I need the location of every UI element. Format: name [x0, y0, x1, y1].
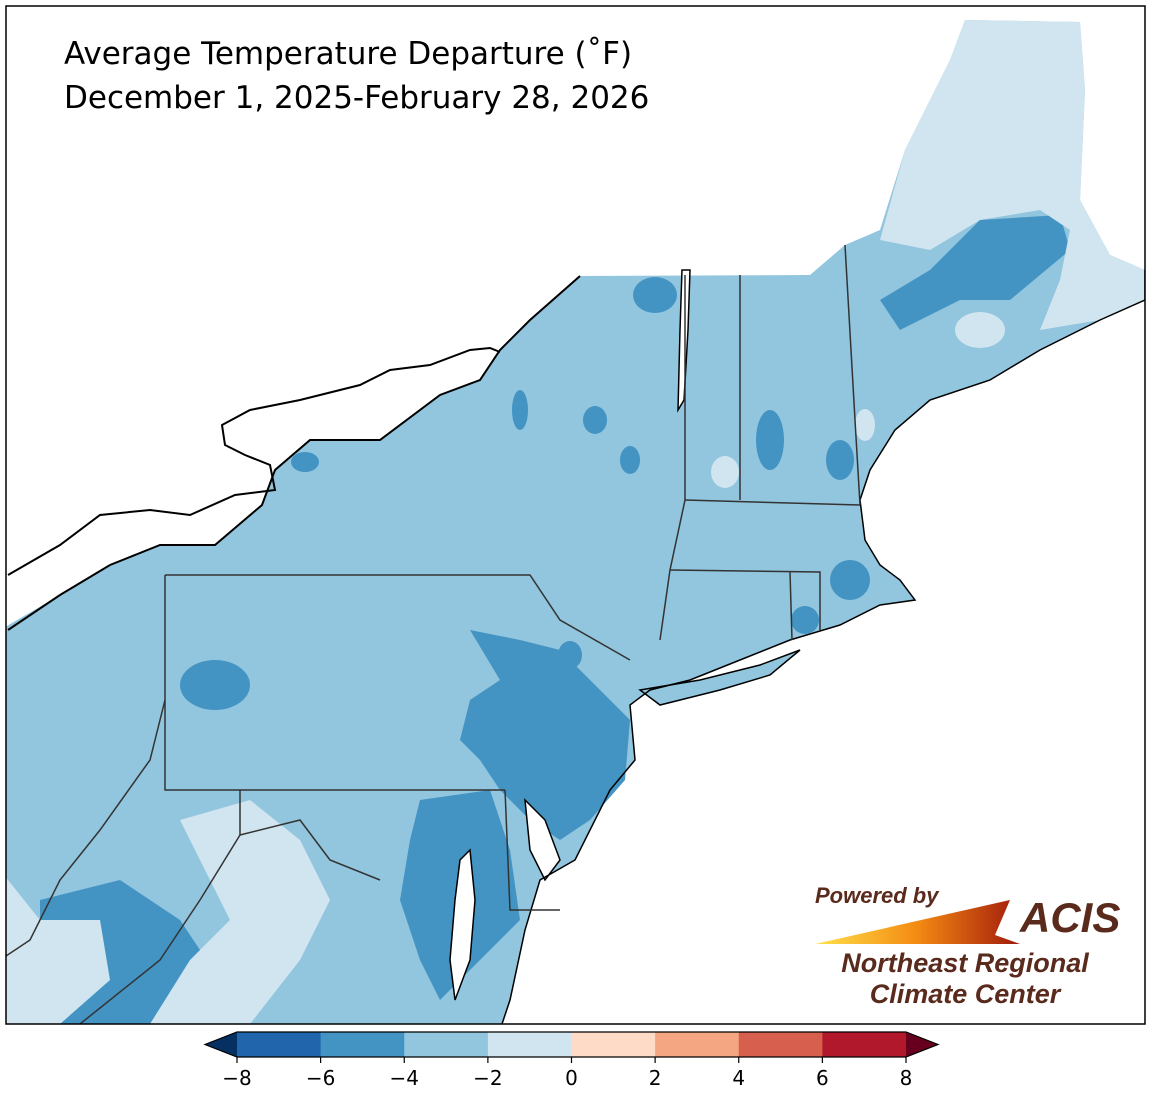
colorbar-swatch	[655, 1032, 740, 1057]
logo-org-line: Northeast Regional	[841, 948, 1089, 978]
great-lakes-shore	[7, 346, 501, 576]
colorbar-tick-label: −4	[390, 1066, 419, 1090]
colorbar-swatch	[738, 1032, 823, 1057]
cold-regions	[40, 215, 1070, 1024]
logo-powered-by: Powered by	[815, 883, 940, 908]
land	[6, 20, 1145, 1024]
logo-org-line: Climate Center	[870, 979, 1062, 1009]
colorbar-over	[906, 1032, 938, 1057]
colorbar-swatch	[822, 1032, 907, 1057]
colorbar-tick-label: 0	[565, 1066, 578, 1090]
colorbar-swatch	[237, 1032, 322, 1057]
map-area	[6, 20, 1145, 1024]
colorbar-tick-label: −2	[473, 1066, 502, 1090]
coastline	[501, 270, 1145, 1024]
colorbar: −8 −6 −4 −2 0 2 4 6 8	[203, 1031, 940, 1090]
colorbar-swatch	[404, 1032, 489, 1057]
colorbar-under	[205, 1032, 237, 1057]
logo-acis: ACIS	[1019, 894, 1120, 941]
colorbar-tick-label: 8	[900, 1066, 913, 1090]
chesapeake-bay	[449, 848, 476, 1001]
colorbar-tick-label: 4	[732, 1066, 745, 1090]
mild-regions	[6, 20, 1145, 1024]
colorbar-swatch	[571, 1032, 656, 1057]
colorbar-tick-label: 2	[649, 1066, 662, 1090]
colorbar-tick-label: −6	[306, 1066, 335, 1090]
acis-logo: Powered by ACIS Northeast Regional Clima…	[815, 883, 1120, 1009]
delaware-bay	[524, 797, 561, 882]
state-borders	[6, 244, 861, 1024]
colorbar-tick-label: −8	[222, 1066, 251, 1090]
logo-flame	[815, 900, 1020, 944]
colorbar-tick-label: 6	[816, 1066, 829, 1090]
lake-champlain	[677, 269, 691, 413]
colorbar-swatch	[320, 1032, 405, 1057]
map-title: Average Temperature Departure (˚F)	[64, 36, 632, 72]
colorbar-swatch	[487, 1032, 572, 1057]
map-frame	[5, 5, 1146, 1025]
long-island	[638, 649, 801, 706]
great-lakes-shore	[7, 275, 581, 631]
map-subtitle: December 1, 2025-February 28, 2026	[64, 80, 649, 116]
